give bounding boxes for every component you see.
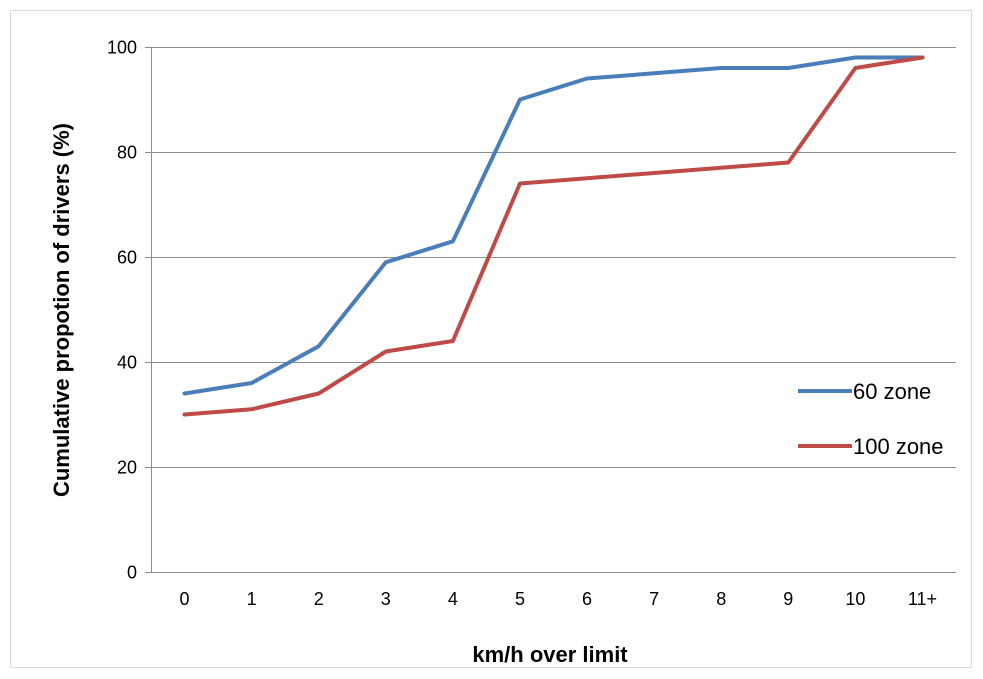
series-line-2 (182, 55, 925, 417)
y-tick-label: 80 (117, 143, 137, 163)
x-tick-label: 10 (845, 589, 865, 609)
y-tick-label: 100 (107, 38, 137, 58)
y-axis-title: Cumulative propotion of drivers (%) (49, 123, 74, 497)
legend-label: 60 zone (853, 379, 931, 404)
x-tick-label: 5 (515, 589, 525, 609)
x-tick-label: 8 (716, 589, 726, 609)
x-tick-label: 0 (180, 589, 190, 609)
x-tick-label: 7 (649, 589, 659, 609)
y-tick-label: 0 (127, 563, 137, 583)
x-tick-label: 3 (381, 589, 391, 609)
chart-border (10, 10, 972, 668)
y-tick-label: 60 (117, 248, 137, 268)
x-tick-label: 2 (314, 589, 324, 609)
x-tick-labels: 0 1 2 3 4 5 6 7 8 9 10 11+ (180, 589, 938, 609)
series-lines (182, 55, 925, 417)
legend: 60 zone 100 zone (798, 379, 944, 459)
y-tick-label: 40 (117, 353, 137, 373)
x-tick-label: 11+ (908, 589, 937, 609)
y-tick-labels: 0 20 40 60 80 100 (107, 38, 137, 583)
series-line-1 (182, 55, 925, 396)
x-tick-label: 4 (448, 589, 458, 609)
legend-label: 100 zone (853, 434, 944, 459)
axes (145, 47, 956, 573)
x-tick-label: 9 (783, 589, 793, 609)
x-tick-label: 1 (247, 589, 257, 609)
y-tick-label: 20 (117, 458, 137, 478)
x-axis-title: km/h over limit (472, 642, 628, 667)
x-tick-label: 6 (582, 589, 592, 609)
